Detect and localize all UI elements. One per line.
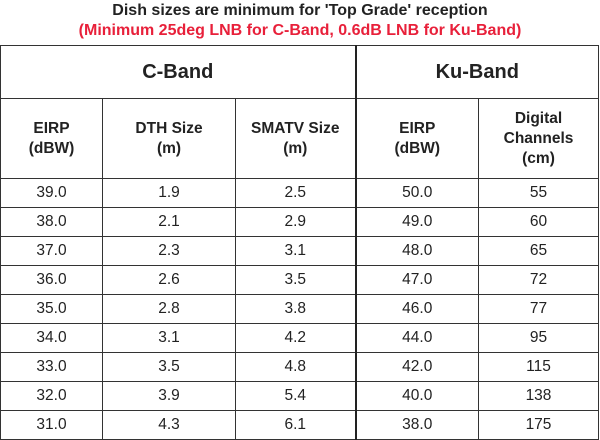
group-header-c-band: C-Band — [0, 45, 356, 99]
column-header-line: EIRP — [399, 119, 436, 137]
column-header-ku-eirp: EIRP (dBW) — [354, 98, 479, 179]
cell-digital-channels: 55 — [477, 178, 600, 208]
cell-ku-eirp: 44.0 — [354, 323, 479, 353]
cell-dth-size: 2.8 — [102, 294, 236, 324]
cell-digital-channels: 65 — [477, 236, 600, 266]
cell-dth-size: 3.5 — [102, 352, 236, 382]
cell-ku-eirp: 47.0 — [354, 265, 479, 295]
cell-ku-eirp: 38.0 — [354, 410, 479, 440]
table-row: 37.0 2.3 3.1 48.0 65 — [0, 236, 600, 266]
cell-dth-size: 2.1 — [102, 207, 236, 237]
cell-smatv-size: 3.8 — [235, 294, 356, 324]
column-header-line: Channels — [503, 129, 574, 147]
cell-ku-eirp: 46.0 — [354, 294, 479, 324]
column-header-line: EIRP — [33, 119, 70, 137]
column-header-digital-channels: Digital Channels (cm) — [477, 98, 600, 179]
cell-dth-size: 2.6 — [102, 265, 236, 295]
cell-smatv-size: 6.1 — [235, 410, 356, 440]
column-header-row: EIRP (dBW) DTH Size (m) SMATV Size (m) E… — [0, 98, 600, 179]
column-header-line: SMATV Size — [251, 119, 340, 137]
column-header-line: (dBW) — [28, 139, 75, 157]
column-header-line: DTH Size — [135, 119, 203, 137]
table-row: 31.0 4.3 6.1 38.0 175 — [0, 410, 600, 440]
cell-digital-channels: 138 — [477, 381, 600, 411]
cell-digital-channels: 77 — [477, 294, 600, 324]
table-row: 38.0 2.1 2.9 49.0 60 — [0, 207, 600, 237]
table-title: Dish sizes are minimum for 'Top Grade' r… — [112, 2, 488, 19]
cell-dth-size: 3.9 — [102, 381, 236, 411]
cell-c-eirp: 37.0 — [0, 236, 103, 266]
table-row: 34.0 3.1 4.2 44.0 95 — [0, 323, 600, 353]
cell-dth-size: 1.9 — [102, 178, 236, 208]
table-row: 36.0 2.6 3.5 47.0 72 — [0, 265, 600, 295]
cell-c-eirp: 35.0 — [0, 294, 103, 324]
table-row: 35.0 2.8 3.8 46.0 77 — [0, 294, 600, 324]
table-row: 33.0 3.5 4.8 42.0 115 — [0, 352, 600, 382]
cell-c-eirp: 36.0 — [0, 265, 103, 295]
table-row: 32.0 3.9 5.4 40.0 138 — [0, 381, 600, 411]
cell-smatv-size: 3.1 — [235, 236, 356, 266]
cell-c-eirp: 32.0 — [0, 381, 103, 411]
table-subtitle: (Minimum 25deg LNB for C-Band, 0.6dB LNB… — [78, 22, 522, 39]
cell-digital-channels: 175 — [477, 410, 600, 440]
column-header-line: Digital — [514, 109, 563, 127]
table-row: 39.0 1.9 2.5 50.0 55 — [0, 178, 600, 208]
cell-smatv-size: 2.9 — [235, 207, 356, 237]
cell-smatv-size: 4.2 — [235, 323, 356, 353]
cell-smatv-size: 3.5 — [235, 265, 356, 295]
cell-dth-size: 2.3 — [102, 236, 236, 266]
cell-dth-size: 4.3 — [102, 410, 236, 440]
column-header-dth-size: DTH Size (m) — [102, 98, 236, 179]
table-body: 39.0 1.9 2.5 50.0 55 38.0 2.1 2.9 49.0 6… — [0, 178, 600, 440]
column-header-line: (m) — [156, 139, 182, 157]
column-header-line: (dBW) — [394, 139, 441, 157]
cell-smatv-size: 2.5 — [235, 178, 356, 208]
column-header-c-eirp: EIRP (dBW) — [0, 98, 103, 179]
cell-digital-channels: 115 — [477, 352, 600, 382]
cell-ku-eirp: 40.0 — [354, 381, 479, 411]
cell-ku-eirp: 50.0 — [354, 178, 479, 208]
cell-c-eirp: 31.0 — [0, 410, 103, 440]
group-header-ku-band: Ku-Band — [354, 45, 600, 99]
cell-c-eirp: 39.0 — [0, 178, 103, 208]
cell-ku-eirp: 42.0 — [354, 352, 479, 382]
column-header-smatv-size: SMATV Size (m) — [235, 98, 356, 179]
column-header-line: (m) — [283, 139, 308, 157]
cell-digital-channels: 95 — [477, 323, 600, 353]
cell-c-eirp: 38.0 — [0, 207, 103, 237]
cell-ku-eirp: 48.0 — [354, 236, 479, 266]
cell-dth-size: 3.1 — [102, 323, 236, 353]
cell-digital-channels: 72 — [477, 265, 600, 295]
band-header-row: C-Band Ku-Band — [0, 45, 600, 99]
column-header-line: (cm) — [522, 149, 555, 167]
cell-c-eirp: 33.0 — [0, 352, 103, 382]
dish-size-table: C-Band Ku-Band EIRP (dBW) DTH Size (m) S… — [0, 45, 600, 440]
cell-c-eirp: 34.0 — [0, 323, 103, 353]
cell-digital-channels: 60 — [477, 207, 600, 237]
cell-smatv-size: 4.8 — [235, 352, 356, 382]
cell-ku-eirp: 49.0 — [354, 207, 479, 237]
cell-smatv-size: 5.4 — [235, 381, 356, 411]
